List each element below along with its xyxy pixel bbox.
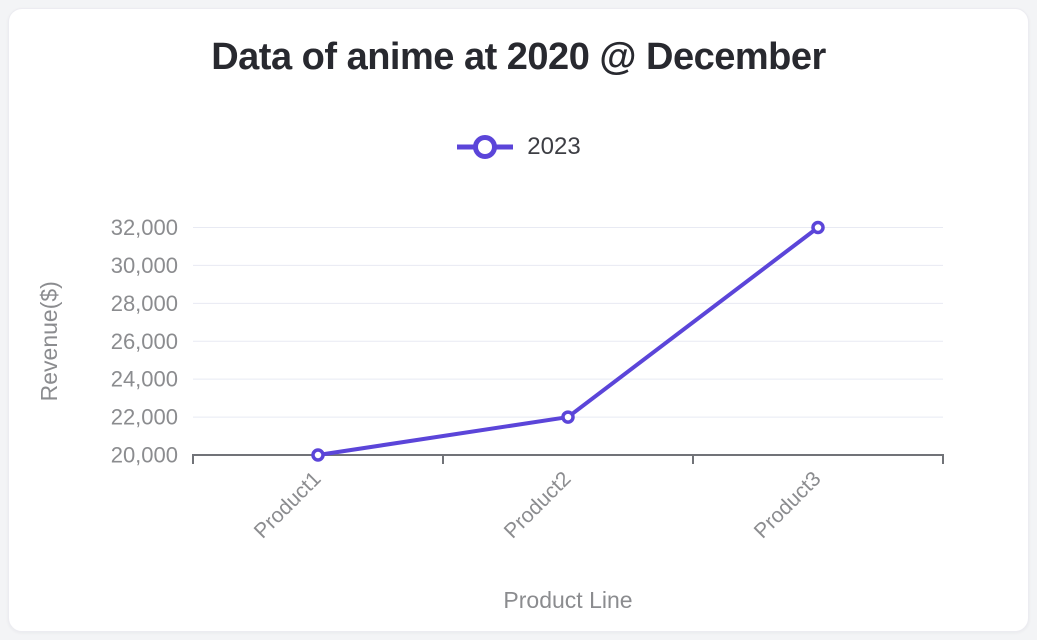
y-tick-label: 20,000 [111,443,178,468]
legend-label: 2023 [527,133,581,160]
data-point-marker[interactable] [561,410,575,424]
y-tick-label: 30,000 [111,253,178,278]
x-tick-label: Product1 [250,467,326,543]
y-tick-label: 32,000 [111,215,178,240]
legend-line-marker-icon [457,135,514,159]
legend-item-2023[interactable]: 2023 [456,132,581,162]
legend: 2023 [0,132,1037,162]
chart-title: Data of anime at 2020 @ December [211,36,826,78]
x-tick-label: Product3 [750,467,826,543]
y-tick-label: 22,000 [111,405,178,430]
y-tick-label: 24,000 [111,367,178,392]
x-axis-title: Product Line [503,587,632,613]
chart-card [8,8,1029,632]
x-tick-label: Product2 [500,467,576,543]
y-axis-title: Revenue($) [36,281,62,401]
y-tick-label: 26,000 [111,329,178,354]
data-point-marker[interactable] [811,220,825,235]
data-point-marker[interactable] [311,448,325,462]
y-tick-label: 28,000 [111,291,178,316]
